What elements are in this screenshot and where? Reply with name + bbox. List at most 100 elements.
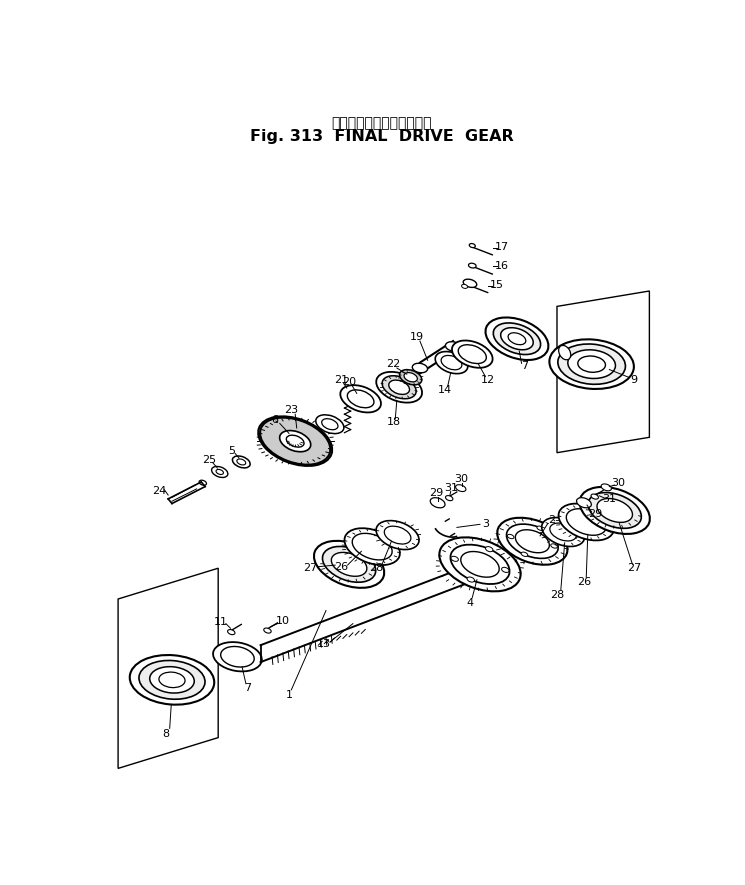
Ellipse shape	[446, 496, 453, 501]
Ellipse shape	[430, 497, 445, 508]
Text: 7: 7	[521, 361, 528, 372]
Ellipse shape	[497, 518, 568, 565]
Text: 31: 31	[603, 494, 616, 504]
Ellipse shape	[159, 672, 185, 688]
Ellipse shape	[460, 551, 499, 577]
Text: 7: 7	[244, 682, 251, 693]
Ellipse shape	[508, 333, 526, 345]
Ellipse shape	[441, 356, 462, 370]
Ellipse shape	[559, 504, 614, 541]
Ellipse shape	[451, 557, 458, 561]
Text: 18: 18	[387, 417, 401, 427]
Text: 9: 9	[630, 374, 638, 385]
Ellipse shape	[389, 380, 410, 395]
Ellipse shape	[507, 535, 514, 539]
Ellipse shape	[286, 435, 304, 447]
Ellipse shape	[322, 419, 338, 430]
Text: 27: 27	[303, 563, 317, 573]
Ellipse shape	[601, 484, 612, 491]
Text: 24: 24	[152, 486, 166, 496]
Text: 25: 25	[202, 456, 216, 466]
Ellipse shape	[578, 356, 606, 373]
Ellipse shape	[550, 523, 577, 541]
Text: 29: 29	[589, 509, 603, 519]
Text: 15: 15	[490, 280, 504, 290]
Ellipse shape	[566, 509, 606, 535]
Text: 22: 22	[387, 359, 401, 369]
Ellipse shape	[376, 372, 422, 403]
Ellipse shape	[501, 567, 509, 573]
Ellipse shape	[412, 363, 428, 373]
Ellipse shape	[521, 552, 527, 557]
Ellipse shape	[404, 373, 417, 381]
Text: 10: 10	[276, 616, 290, 626]
Ellipse shape	[452, 341, 492, 368]
Ellipse shape	[340, 385, 381, 412]
Ellipse shape	[446, 342, 460, 351]
Ellipse shape	[384, 527, 411, 544]
Ellipse shape	[279, 430, 311, 451]
Ellipse shape	[463, 279, 477, 288]
Ellipse shape	[259, 416, 332, 466]
Ellipse shape	[221, 646, 254, 667]
Ellipse shape	[316, 415, 344, 434]
Ellipse shape	[332, 552, 367, 576]
Text: 12: 12	[481, 374, 495, 385]
Ellipse shape	[323, 546, 375, 582]
Ellipse shape	[458, 345, 486, 364]
Text: 11: 11	[214, 617, 227, 627]
Text: 16: 16	[495, 260, 509, 271]
Ellipse shape	[507, 524, 558, 558]
Text: 29: 29	[429, 488, 443, 497]
Text: 2: 2	[548, 515, 555, 526]
Text: 19: 19	[410, 332, 424, 342]
Text: 14: 14	[438, 385, 452, 395]
Ellipse shape	[435, 351, 468, 373]
Ellipse shape	[542, 518, 585, 547]
Ellipse shape	[139, 660, 205, 699]
Text: 31: 31	[444, 483, 457, 493]
Text: 13: 13	[317, 639, 331, 649]
Text: 28: 28	[369, 563, 383, 573]
Text: 21: 21	[335, 374, 349, 385]
Ellipse shape	[501, 327, 533, 350]
Text: Fig. 313  FINAL  DRIVE  GEAR: Fig. 313 FINAL DRIVE GEAR	[250, 129, 513, 144]
Ellipse shape	[440, 537, 521, 591]
Ellipse shape	[591, 494, 598, 499]
Ellipse shape	[344, 528, 400, 565]
Text: 6: 6	[271, 415, 278, 426]
Text: 17: 17	[495, 242, 509, 252]
Text: 3: 3	[483, 519, 489, 528]
Text: 20: 20	[342, 377, 356, 387]
Text: 26: 26	[577, 577, 591, 587]
Ellipse shape	[580, 487, 650, 534]
Ellipse shape	[347, 390, 374, 408]
Ellipse shape	[314, 541, 384, 588]
Text: 8: 8	[162, 728, 169, 739]
Text: 28: 28	[550, 590, 564, 600]
Text: 23: 23	[285, 405, 299, 415]
Text: 1: 1	[285, 690, 293, 700]
Ellipse shape	[559, 345, 571, 360]
Text: 4: 4	[466, 598, 474, 608]
Text: 27: 27	[627, 563, 641, 573]
Ellipse shape	[537, 526, 544, 530]
Ellipse shape	[577, 497, 592, 508]
Text: 30: 30	[454, 473, 468, 484]
Ellipse shape	[462, 284, 468, 289]
Ellipse shape	[588, 493, 641, 528]
Ellipse shape	[352, 534, 392, 560]
Ellipse shape	[399, 370, 422, 385]
Polygon shape	[557, 291, 650, 453]
Ellipse shape	[150, 666, 194, 693]
Text: ファイナルドライブギヤー: ファイナルドライブギヤー	[332, 116, 431, 130]
Ellipse shape	[455, 485, 466, 491]
Ellipse shape	[493, 323, 541, 355]
Ellipse shape	[264, 628, 271, 633]
Ellipse shape	[551, 543, 557, 548]
Ellipse shape	[486, 318, 548, 360]
Ellipse shape	[376, 520, 419, 550]
Text: 30: 30	[612, 479, 626, 489]
Ellipse shape	[469, 243, 475, 248]
Ellipse shape	[568, 350, 615, 379]
